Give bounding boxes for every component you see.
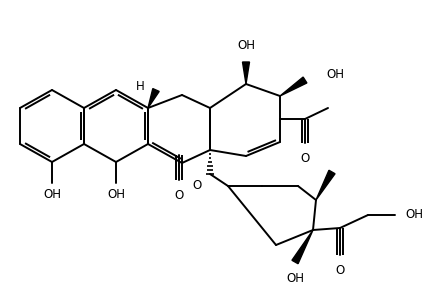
- Text: H: H: [136, 79, 145, 92]
- Text: O: O: [174, 189, 184, 202]
- Text: OH: OH: [286, 272, 304, 285]
- Polygon shape: [280, 77, 307, 96]
- Polygon shape: [148, 88, 159, 108]
- Text: OH: OH: [43, 188, 61, 201]
- Text: O: O: [300, 152, 310, 165]
- Text: O: O: [193, 179, 202, 192]
- Text: OH: OH: [326, 69, 344, 82]
- Text: OH: OH: [237, 39, 255, 52]
- Text: OH: OH: [107, 188, 125, 201]
- Polygon shape: [292, 230, 313, 264]
- Polygon shape: [243, 62, 250, 84]
- Text: OH: OH: [405, 208, 423, 221]
- Polygon shape: [316, 170, 335, 200]
- Text: O: O: [336, 264, 345, 277]
